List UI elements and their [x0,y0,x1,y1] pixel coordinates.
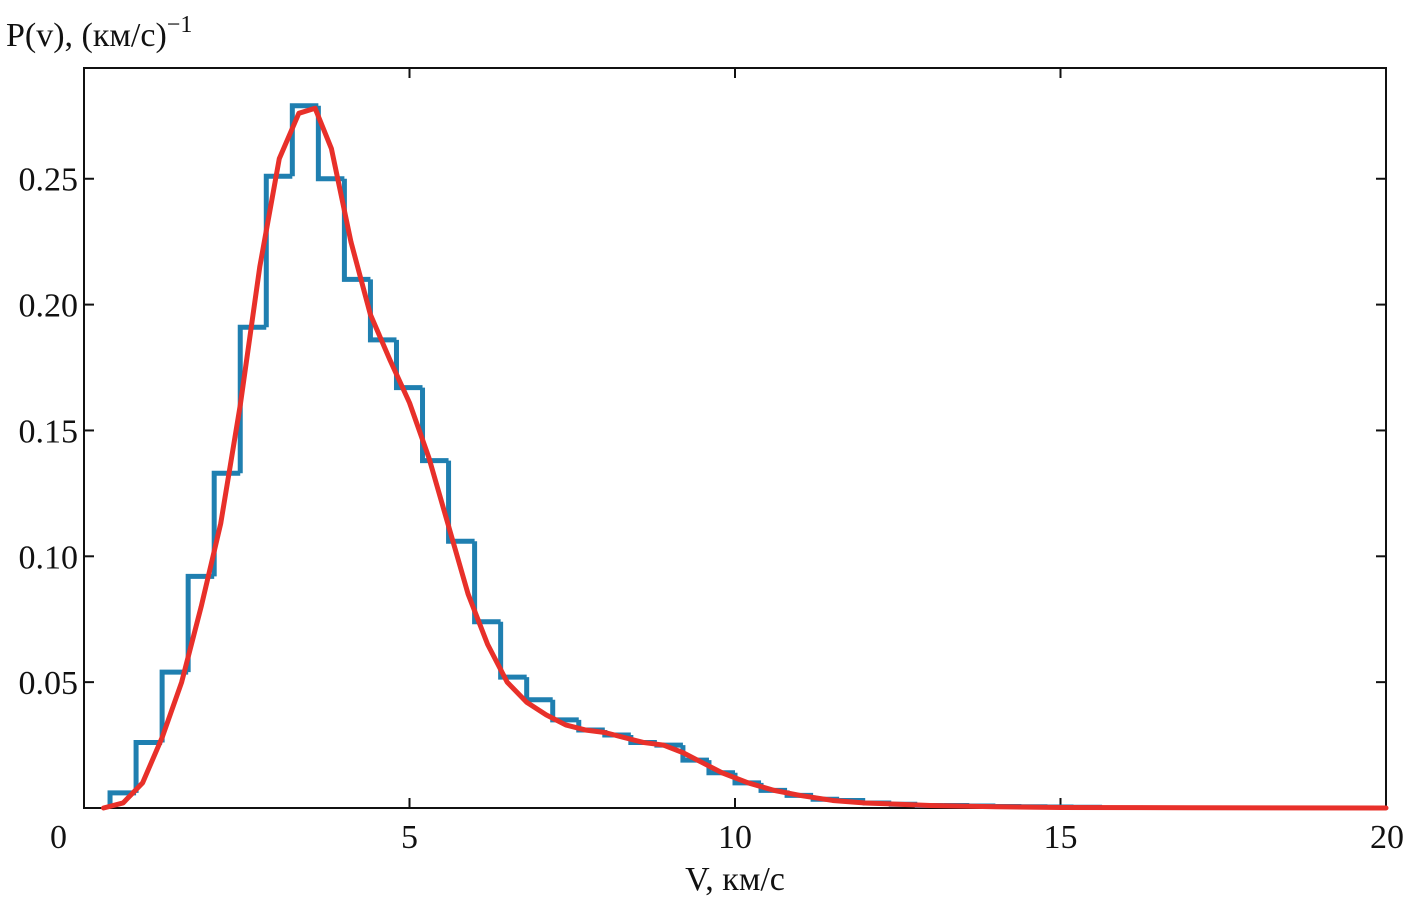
histogram-bar [133,740,163,793]
histogram-bar [446,460,475,544]
histogram-bar [289,103,319,177]
y-tick-label: 0.20 [19,288,79,325]
y-tick-label: 0.25 [19,162,79,199]
x-tick-label: 10 [718,819,752,856]
histogram-bar [550,699,579,723]
x-tick-label: 0 [50,819,67,856]
histogram-bar [263,173,293,328]
plot-frame [83,67,1387,809]
histogram-bar [420,387,449,464]
y-label-sup: −1 [167,12,193,38]
x-tick-label: 15 [1044,819,1078,856]
histogram-bar [107,790,137,808]
y-tick-label: 0.15 [19,413,79,450]
density-curve [101,105,1389,811]
histogram-bar [367,279,397,343]
y-tick-label: 0.10 [19,539,79,576]
histogram-bar [393,339,423,391]
histogram-bar [472,541,501,625]
x-axis-label: V, км/с [685,861,785,898]
histogram-bar [237,324,267,474]
histogram-bar [159,669,189,743]
y-label-main: P(v), (км/с) [6,17,167,54]
histogram-bar [185,573,215,673]
y-tick-label: 0.05 [19,665,79,702]
x-tick-label: 20 [1370,819,1404,856]
x-tick-label: 5 [401,819,418,856]
y-axis-label: P(v), (км/с)−1 [6,12,192,54]
histogram-bar [524,677,553,703]
histogram-bar [498,621,527,680]
